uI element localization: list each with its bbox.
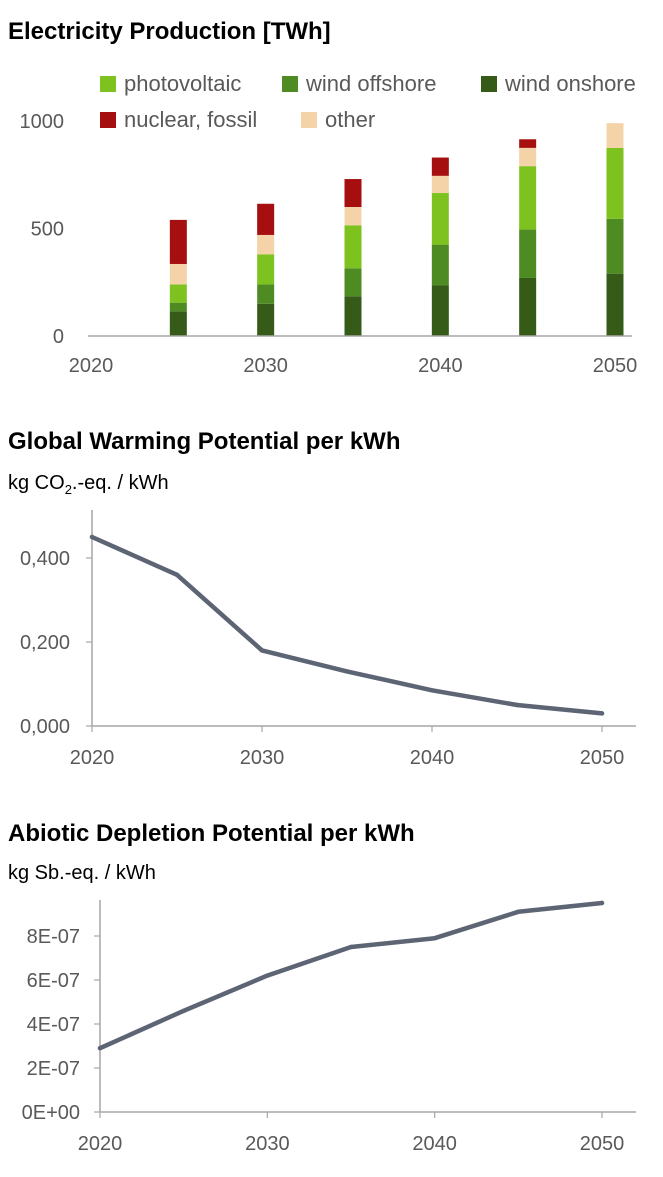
x-tick-label: 2020 — [70, 747, 115, 769]
legend-swatch — [481, 76, 497, 92]
bar-segment-wind-onshore — [606, 273, 624, 336]
legend-label: nuclear, fossil — [124, 107, 257, 132]
y-tick-label: 0E+00 — [22, 1102, 80, 1124]
bar-segment-other — [519, 147, 537, 167]
y-tick-label: 6E-07 — [27, 970, 80, 992]
bar-segment-wind-offshore — [169, 302, 187, 312]
bar-segment-other — [431, 175, 449, 194]
x-tick-label: 2050 — [593, 355, 638, 377]
data-point — [432, 936, 437, 941]
x-tick-label: 2040 — [410, 747, 455, 769]
adp-unit-label: kg Sb.-eq. / kWh — [8, 862, 156, 884]
bar-segment-wind-onshore — [431, 285, 449, 336]
gwp-chart-title: Global Warming Potential per kWh — [8, 428, 401, 455]
y-tick-label: 8E-07 — [27, 926, 80, 948]
y-tick-label: 500 — [31, 219, 64, 241]
data-line — [97, 900, 605, 1051]
bar-segment-other — [169, 263, 187, 285]
y-tick-label: 0,200 — [20, 632, 70, 654]
x-tick-label: 2040 — [412, 1133, 457, 1155]
adp-chart-title: Abiotic Depletion Potential per kWh — [8, 820, 415, 847]
data-point — [516, 909, 521, 914]
bar-segment-wind-onshore — [344, 296, 362, 336]
bar-segment-wind-onshore — [169, 311, 187, 336]
electricity-production-chart: 0 500 1000 2020 2030 2040 2050 photovoltaic wind… — [20, 71, 638, 377]
data-point — [599, 711, 605, 716]
legend-swatch — [100, 76, 116, 92]
bar-segment-nuclear-fossil — [169, 219, 187, 264]
legend-label: other — [325, 107, 375, 132]
bar-segment-wind-onshore — [257, 303, 275, 336]
data-point — [265, 973, 270, 978]
y-tick-label: 0,400 — [20, 548, 70, 570]
data-point — [174, 572, 180, 577]
data-point — [344, 669, 350, 674]
bar-segment-photovoltaic — [344, 225, 362, 269]
bar-segment-nuclear-fossil — [257, 203, 275, 235]
bar-segment-nuclear-fossil — [344, 179, 362, 207]
y-tick-label: 1000 — [20, 111, 65, 133]
data-point — [259, 648, 265, 653]
data-point — [89, 534, 95, 540]
bar-segment-other — [606, 123, 624, 148]
bar-segment-other — [257, 234, 275, 255]
legend-swatch — [100, 112, 116, 128]
x-tick-label: 2040 — [418, 355, 463, 377]
x-tick-label: 2030 — [245, 1133, 290, 1155]
x-tick-label: 2030 — [243, 355, 288, 377]
legend-label: wind onshore — [504, 71, 636, 96]
y-tick-label: 0 — [53, 326, 64, 348]
bar-segment-photovoltaic — [606, 147, 624, 219]
x-tick-label: 2030 — [240, 747, 285, 769]
data-point — [599, 900, 605, 906]
bar-segment-photovoltaic — [519, 166, 537, 230]
bar-segment-wind-offshore — [257, 284, 275, 304]
legend-swatch — [282, 76, 298, 92]
gwp-unit-label: kg CO2.-eq. / kWh — [8, 472, 169, 497]
data-point — [97, 1046, 103, 1051]
y-tick-label: 4E-07 — [27, 1014, 80, 1036]
bar-segment-photovoltaic — [257, 254, 275, 285]
bar-segment-photovoltaic — [169, 284, 187, 303]
bar-segment-wind-onshore — [519, 277, 537, 336]
legend-swatch — [301, 112, 317, 128]
data-point — [514, 702, 520, 708]
gwp-line-chart: 0,000 0,200 0,400 2020 2030 2040 2050 — [20, 510, 636, 769]
bar-segment-wind-offshore — [519, 229, 537, 278]
bar-segment-wind-offshore — [344, 268, 362, 297]
x-tick-label: 2050 — [580, 747, 625, 769]
bar-segment-nuclear-fossil — [431, 157, 449, 176]
x-tick-label: 2050 — [580, 1133, 625, 1155]
y-tick-label: 0,000 — [20, 716, 70, 738]
x-tick-label: 2020 — [78, 1133, 123, 1155]
adp-line-chart: 0E+00 2E-07 4E-07 6E-07 8E-07 2020 2030 2040 205… — [22, 900, 636, 1155]
legend-label: wind offshore — [305, 71, 436, 96]
data-line — [89, 534, 605, 716]
bar-segment-nuclear-fossil — [519, 139, 537, 148]
x-tick-label: 2020 — [69, 355, 114, 377]
bar-segment-wind-offshore — [606, 218, 624, 274]
bar-segment-other — [344, 207, 362, 226]
data-point — [429, 688, 435, 693]
data-point — [181, 1008, 186, 1013]
data-point — [348, 944, 354, 950]
bar-segment-wind-offshore — [431, 244, 449, 286]
legend-label: photovoltaic — [124, 71, 241, 96]
electricity-chart-title: Electricity Production [TWh] — [8, 18, 331, 45]
bar-segment-photovoltaic — [431, 193, 449, 245]
y-tick-label: 2E-07 — [27, 1058, 80, 1080]
